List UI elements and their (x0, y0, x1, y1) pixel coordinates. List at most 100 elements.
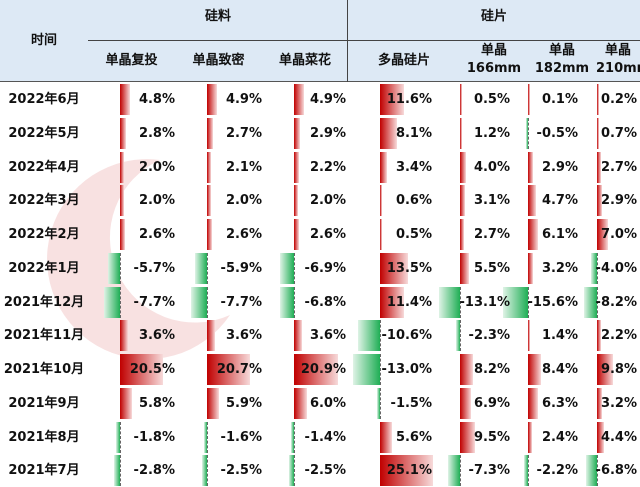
value-cell: 2.2% (309, 159, 346, 175)
row-time: 2022年1月 (8, 260, 80, 276)
value-cell: 2.0% (138, 159, 175, 175)
value-cell: 6.1% (541, 227, 578, 242)
value-cell: 2.6% (138, 227, 175, 242)
value-cell: 9.5% (473, 429, 510, 445)
value-cell: -7.7% (220, 294, 262, 310)
negative-bar (279, 286, 294, 318)
positive-bar (120, 84, 131, 115)
positive-bar (294, 354, 338, 385)
bar-axis (120, 455, 121, 487)
bar-axis (380, 387, 381, 419)
positive-bar (294, 151, 299, 183)
positive-bar (460, 387, 472, 419)
positive-bar (597, 320, 601, 352)
column-header: 多晶硅片 (348, 52, 460, 70)
positive-bar (380, 151, 388, 183)
row-time: 2022年6月 (8, 92, 80, 107)
positive-bar (460, 354, 474, 385)
positive-bar (294, 84, 305, 115)
negative-bar (352, 354, 380, 385)
positive-bar (380, 252, 409, 284)
negative-bar (448, 455, 460, 487)
value-cell: 2.9% (600, 193, 637, 209)
positive-bar (380, 117, 397, 149)
negative-bar (116, 421, 120, 453)
value-cell: -2.2% (536, 463, 578, 479)
positive-bar (207, 84, 218, 115)
column-header-line: 单晶 (604, 43, 631, 58)
positive-bar (380, 455, 433, 487)
value-cell: 4.0% (473, 159, 510, 175)
value-cell: 6.3% (541, 395, 578, 411)
positive-bar (597, 354, 613, 385)
value-cell: 3.6% (225, 328, 262, 344)
value-cell: 8.4% (541, 362, 578, 377)
value-cell: 9.8% (600, 362, 637, 377)
value-cell: -13.1% (459, 294, 511, 310)
positive-bar (380, 219, 382, 250)
bar-axis (460, 320, 461, 352)
header-divider-v (347, 0, 348, 82)
bar-axis (207, 421, 208, 453)
value-cell: 3.6% (138, 328, 175, 344)
bar-axis (528, 117, 529, 149)
positive-bar (207, 387, 220, 419)
value-cell: 0.2% (600, 92, 637, 107)
bar-axis (597, 252, 598, 284)
row-time: 2021年9月 (8, 395, 80, 411)
value-cell: 4.8% (138, 92, 175, 107)
value-cell: -8.2% (595, 294, 637, 310)
row-time: 2022年3月 (8, 193, 80, 209)
bar-axis (528, 455, 529, 487)
positive-bar (294, 185, 299, 217)
value-cell: 3.6% (309, 328, 346, 344)
header-divider-h (88, 40, 640, 41)
positive-bar (597, 185, 602, 217)
table-header: 时间 硅料 硅片 单晶复投 单晶致密 单晶菜花 多晶硅片 单晶 166mm 单晶 182mm 单… (0, 0, 640, 82)
positive-bar (380, 421, 392, 453)
value-cell: 2.6% (309, 227, 346, 242)
value-cell: 4.4% (600, 429, 637, 445)
value-cell: -0.5% (536, 125, 578, 141)
column-header: 单晶 166mm (460, 42, 528, 78)
bar-axis (294, 252, 295, 284)
value-cell: -7.7% (133, 294, 175, 310)
bar-axis (460, 455, 461, 487)
negative-bar (376, 387, 380, 419)
column-header-line: 166mm (466, 61, 522, 76)
positive-bar (597, 421, 605, 453)
value-cell: 20.9% (300, 362, 346, 377)
bar-axis (380, 320, 381, 352)
negative-bar (456, 320, 460, 352)
positive-bar (528, 219, 538, 250)
value-cell: -2.8% (133, 463, 175, 479)
value-cell: -6.8% (304, 294, 346, 310)
value-cell: 5.9% (225, 395, 262, 411)
value-cell: -5.7% (133, 260, 175, 276)
value-cell: 2.0% (225, 193, 262, 209)
value-cell: 2.2% (600, 328, 637, 344)
negative-bar (526, 117, 528, 149)
positive-bar (460, 185, 465, 217)
column-header-line: 单晶 (480, 43, 507, 58)
value-cell: 6.9% (473, 395, 510, 411)
positive-bar (528, 84, 530, 115)
positive-bar (380, 185, 382, 217)
value-cell: 7.0% (600, 227, 637, 242)
value-cell: 5.8% (138, 395, 175, 411)
positive-bar (597, 117, 599, 149)
value-cell: 4.9% (309, 92, 346, 107)
positive-bar (294, 387, 307, 419)
negative-bar (291, 421, 294, 453)
value-cell: 2.7% (473, 227, 510, 242)
positive-bar (528, 252, 534, 284)
header-time: 时间 (30, 33, 57, 48)
positive-bar (120, 117, 126, 149)
column-header-line: 多晶硅片 (377, 53, 430, 68)
positive-bar (120, 354, 164, 385)
value-cell: 8.1% (395, 125, 432, 141)
positive-bar (597, 387, 603, 419)
positive-bar (528, 387, 539, 419)
value-cell: 2.0% (138, 193, 175, 209)
value-cell: 3.2% (600, 395, 637, 411)
